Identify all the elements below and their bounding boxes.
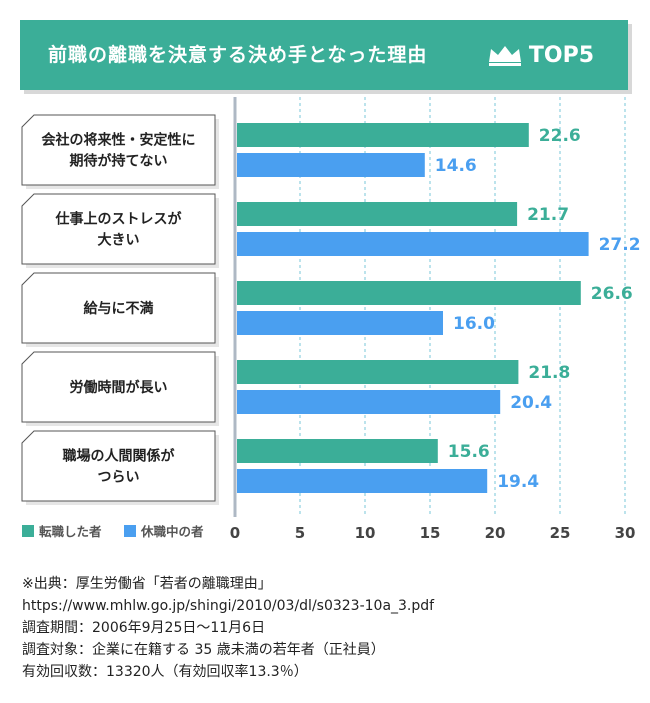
legend-swatch xyxy=(124,525,136,537)
bar xyxy=(237,202,518,226)
data-label: 20.4 xyxy=(510,393,552,413)
x-tick-label: 30 xyxy=(615,524,636,542)
category-label: 仕事上のストレスが xyxy=(55,211,183,228)
category-label-box xyxy=(21,351,216,423)
x-tick-label: 20 xyxy=(485,524,506,542)
x-tick-label: 15 xyxy=(420,524,441,542)
valid-responses: 有効回収数：13320人（有効回収率13.3％） xyxy=(22,664,308,680)
bar xyxy=(237,439,438,463)
bar xyxy=(237,469,488,493)
data-label: 22.6 xyxy=(539,126,581,146)
category-label-box xyxy=(21,193,216,265)
legend-label: 転職した者 xyxy=(39,524,102,539)
bar xyxy=(237,153,425,177)
category-label-box xyxy=(21,430,216,502)
survey-period: 調査期間：2006年9月25日～11月6日 xyxy=(22,620,266,636)
top5-label: TOP5 xyxy=(528,42,594,68)
source-line: ※出典：厚生労働省「若者の離職理由」 xyxy=(22,576,272,592)
category-label: 職場の人間関係が xyxy=(63,448,176,465)
title-banner: 前職の離職を決意する決め手となった理由 TOP5 xyxy=(20,20,628,90)
category-label: 期待が持てない xyxy=(70,153,168,170)
bar xyxy=(237,232,589,256)
source-url: https://www.mhlw.go.jp/shingi/2010/03/dl… xyxy=(22,598,435,614)
category-label: 会社の将来性・安定性に xyxy=(42,132,196,149)
data-label: 15.6 xyxy=(448,442,490,462)
bar xyxy=(237,311,443,335)
x-tick-label: 5 xyxy=(295,524,305,542)
category-label: 労働時間が長い xyxy=(70,379,168,396)
data-label: 21.8 xyxy=(528,363,570,383)
category-label-box xyxy=(21,114,216,186)
data-label: 27.2 xyxy=(599,235,641,255)
x-tick-label: 25 xyxy=(550,524,571,542)
x-tick-label: 10 xyxy=(355,524,376,542)
crown-icon xyxy=(488,46,521,66)
data-label: 14.6 xyxy=(435,156,477,176)
data-label: 16.0 xyxy=(453,314,495,334)
source-notes: ※出典：厚生労働省「若者の離職理由」 https://www.mhlw.go.j… xyxy=(22,573,434,683)
bar xyxy=(237,390,501,414)
bar xyxy=(237,360,519,384)
survey-target: 調査対象：企業に在籍する 35 歳未満の若年者（正社員） xyxy=(22,642,385,658)
bar xyxy=(237,281,581,305)
data-label: 19.4 xyxy=(497,472,539,492)
bar xyxy=(237,123,529,147)
category-label: 給与に不満 xyxy=(84,300,154,317)
legend-swatch xyxy=(22,525,34,537)
x-tick-label: 0 xyxy=(230,524,240,542)
data-label: 26.6 xyxy=(591,284,633,304)
chart-title: 前職の離職を決意する決め手となった理由 xyxy=(48,44,428,66)
category-label-box xyxy=(21,272,216,344)
category-label: つらい xyxy=(98,470,140,486)
category-label: 大きい xyxy=(98,232,140,249)
legend-label: 休職中の者 xyxy=(140,524,204,539)
top5-badge: TOP5 xyxy=(487,20,594,90)
data-label: 21.7 xyxy=(527,205,569,225)
